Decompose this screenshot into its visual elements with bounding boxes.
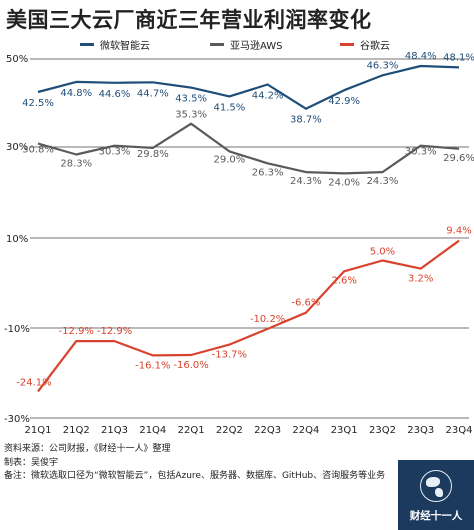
data-label: -13.7% [212, 350, 247, 361]
data-label: -12.9% [59, 326, 94, 337]
data-label: 30.8% [22, 144, 54, 155]
logo-text: 财经十一人 [409, 510, 463, 522]
data-label: 30.3% [405, 147, 437, 158]
y-tick-label: 50% [6, 54, 28, 65]
x-tick-label: 22Q1 [178, 425, 205, 436]
x-tick-label: 21Q1 [25, 425, 52, 436]
x-tick-label: 23Q1 [331, 425, 358, 436]
data-label: 48.1% [443, 52, 474, 63]
data-label: 29.0% [213, 154, 245, 165]
y-tick-label: 30% [6, 142, 28, 153]
data-label: 46.3% [367, 60, 399, 71]
y-tick-label: -10% [4, 324, 30, 335]
legend-item-aws: 亚马逊AWS [210, 37, 283, 52]
data-label: 42.9% [328, 96, 360, 107]
x-tick-label: 22Q2 [216, 425, 243, 436]
x-tick-label: 21Q2 [63, 425, 90, 436]
data-label: 44.8% [60, 88, 92, 99]
x-tick-label: 23Q3 [407, 425, 434, 436]
data-label: 44.6% [99, 89, 131, 100]
data-label: 28.3% [60, 158, 92, 169]
legend: 微软智能云 亚马逊AWS 谷歌云 [0, 37, 474, 52]
data-label: -16.1% [135, 360, 170, 371]
data-label: 41.5% [213, 102, 245, 113]
data-label: 38.7% [290, 115, 322, 126]
legend-swatch-aws [210, 43, 224, 46]
data-label: 29.6% [443, 153, 474, 164]
series-line [37, 239, 460, 393]
data-label: -12.9% [97, 326, 132, 337]
data-label: 24.3% [290, 176, 322, 187]
x-tick-label: 22Q4 [292, 425, 319, 436]
legend-swatch-google [340, 43, 354, 46]
data-label: -24.1% [16, 377, 51, 388]
data-label: 48.4% [405, 51, 437, 62]
brand-logo: 财经十一人 [398, 460, 474, 530]
x-tick-label: 21Q3 [101, 425, 128, 436]
chart: 50% 30% 10% -10% -30%21Q1 21Q2 21Q3 21Q4 22Q1 22Q… [4, 51, 474, 436]
x-tick-label: 23Q4 [446, 425, 473, 436]
y-tick-label: -30% [4, 414, 30, 425]
data-label: 3.2% [408, 274, 433, 285]
data-label: -6.6% [291, 298, 320, 309]
x-tick-label: 21Q4 [139, 425, 166, 436]
data-label: 24.0% [328, 177, 360, 188]
legend-label-azure: 微软智能云 [100, 41, 150, 52]
chart-title: 美国三大云厂商近三年营业利润率变化 [6, 8, 372, 32]
legend-item-google: 谷歌云 [340, 37, 390, 52]
data-label: 9.4% [446, 226, 471, 237]
x-tick-label: 23Q2 [369, 425, 396, 436]
data-label: 26.3% [252, 167, 284, 178]
legend-label-aws: 亚马逊AWS [230, 41, 283, 52]
data-label: 35.3% [175, 110, 207, 121]
data-label: -10.2% [250, 314, 285, 325]
data-label: 24.3% [367, 176, 399, 187]
legend-item-azure: 微软智能云 [80, 37, 150, 52]
data-label: -16.0% [173, 360, 208, 371]
legend-swatch-azure [80, 43, 94, 46]
footer-source: 资料来源：公司财报，《财经十一人》整理 [4, 444, 171, 454]
y-tick-label: 10% [6, 234, 28, 245]
data-label: 42.5% [22, 98, 54, 109]
globe-icon [420, 470, 452, 502]
footer-note: 备注：微软选取口径为“微软智能云”，包括Azure、服务器、数据库、GitHub… [4, 471, 386, 481]
x-tick-label: 22Q3 [254, 425, 281, 436]
data-label: 44.7% [137, 88, 169, 99]
series-line [37, 64, 460, 110]
data-label: 2.6% [331, 275, 356, 286]
data-label: 5.0% [370, 247, 395, 258]
footer-author: 制表：吴俊宇 [4, 458, 59, 468]
legend-label-google: 谷歌云 [360, 41, 390, 52]
data-label: 29.8% [137, 149, 169, 160]
data-label: 44.2% [252, 91, 284, 102]
data-label: 30.3% [99, 147, 131, 158]
data-label: 43.5% [175, 94, 207, 105]
series-line [37, 122, 460, 175]
